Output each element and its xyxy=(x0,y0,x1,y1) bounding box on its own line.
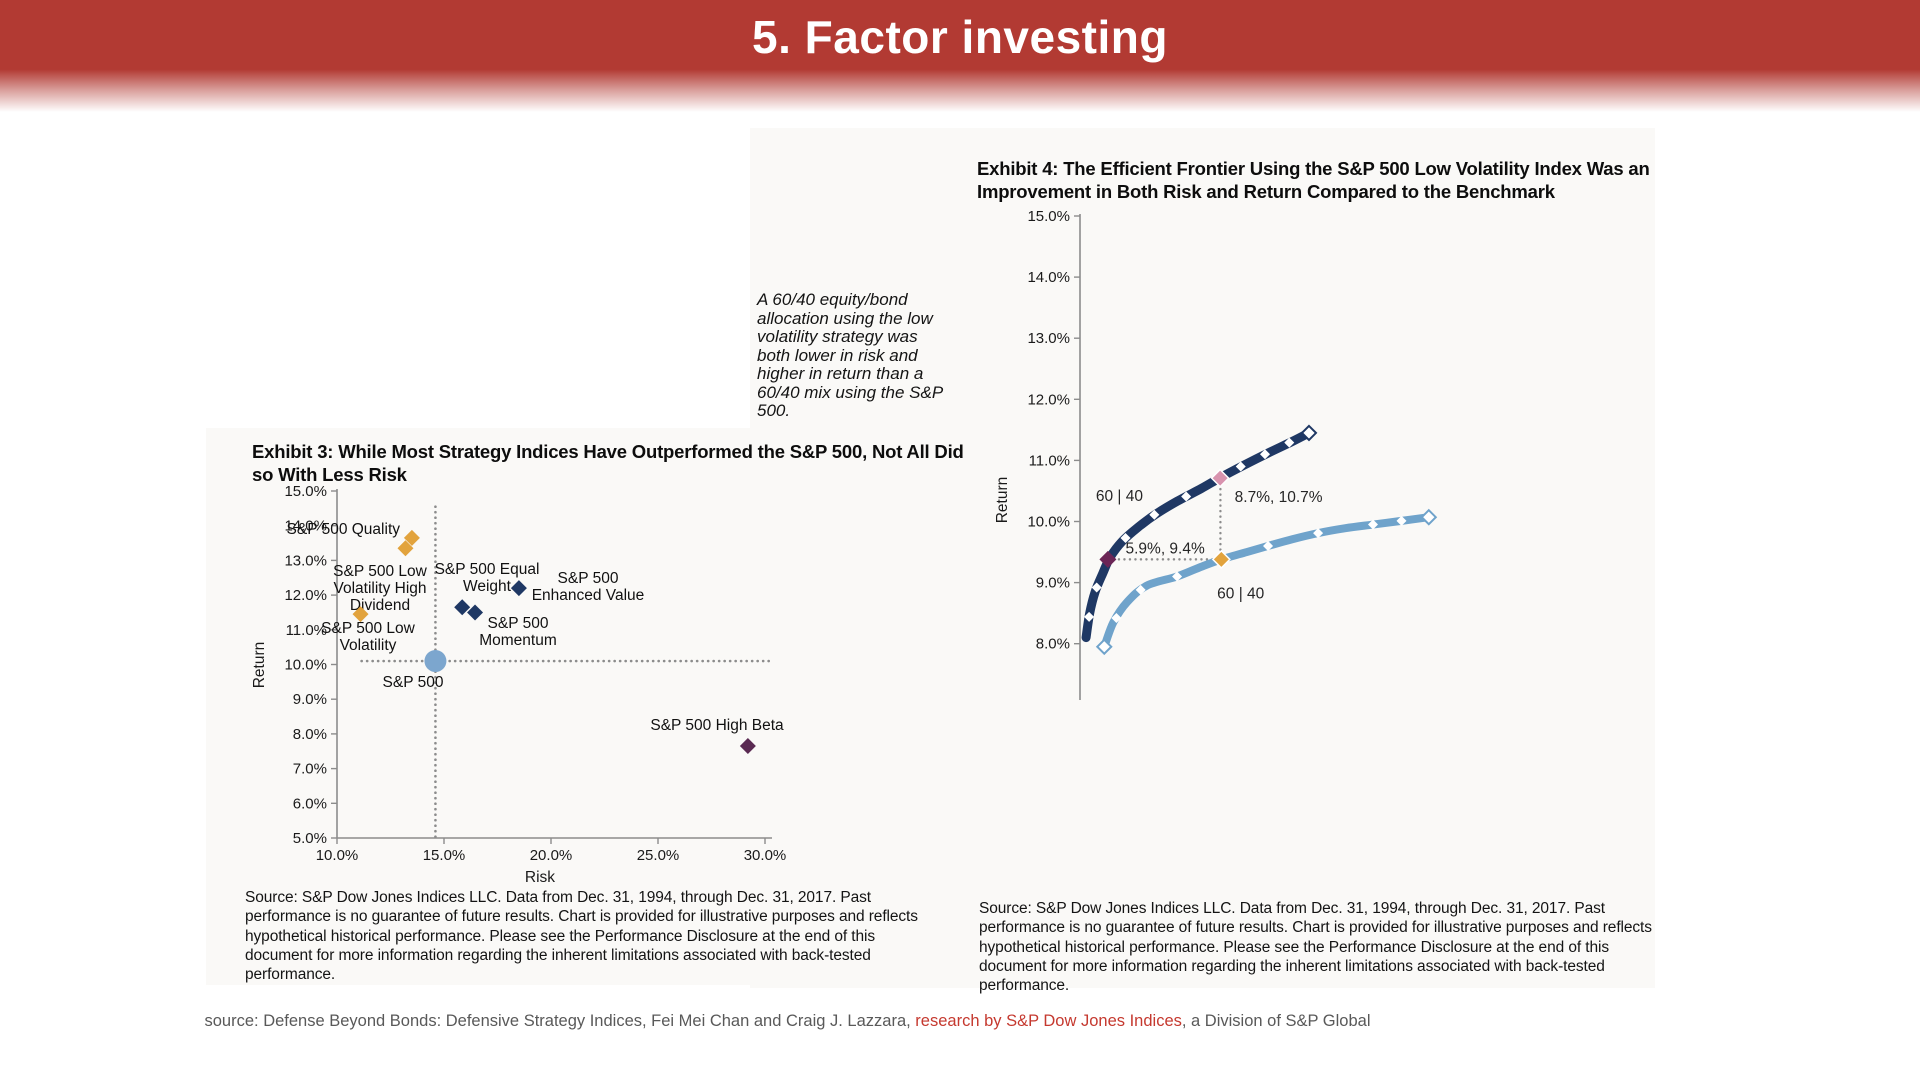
y-axis-title: Return xyxy=(994,477,1011,524)
chart-annotation: 8.7%, 10.7% xyxy=(1235,489,1323,506)
y-tick-label: 12.0% xyxy=(1027,391,1070,408)
curve-marker xyxy=(1149,509,1160,520)
y-tick-label: 13.0% xyxy=(284,552,327,569)
exhibit3-chart: 15.0% 14.0% 13.0% 12.0% 11.0% 10.0% 9.0% 8.0% 7.… xyxy=(251,485,787,886)
y-tick-label: 6.0% xyxy=(293,795,327,812)
attribution-line: source: Defense Beyond Bonds: Defensive … xyxy=(0,1012,1575,1031)
point-sp500-low-volatility-high-dividend xyxy=(397,540,414,557)
y-tick-label: 10.0% xyxy=(1027,514,1070,531)
point-sp500-high-beta xyxy=(739,738,756,755)
curve-marker xyxy=(1172,571,1183,582)
exhibit3-title: Exhibit 3: While Most Strategy Indices H… xyxy=(252,441,964,485)
y-tick-label: 12.0% xyxy=(284,587,327,604)
y-tick-label: 10.0% xyxy=(284,657,327,674)
same-return-lower-risk-point xyxy=(1099,550,1117,568)
y-tick-label: 13.0% xyxy=(1027,330,1070,347)
curve-endpoint-marker xyxy=(1420,508,1438,526)
y-tick-label: 15.0% xyxy=(284,485,327,500)
y-tick-label: 7.0% xyxy=(1036,697,1070,700)
curve-marker xyxy=(1181,491,1192,502)
point-sp500-momentum xyxy=(467,604,484,621)
point-label-sp500-momentum: S&P 500 xyxy=(488,615,549,632)
point-sp500-equal-weight xyxy=(454,599,471,616)
curve-marker xyxy=(1260,449,1271,460)
y-tick-label: 14.0% xyxy=(1027,269,1070,286)
title-banner: 5. Factor investing xyxy=(0,0,1920,112)
point-label-sp500: S&P 500 xyxy=(383,674,444,691)
point-label-sp500-low-volatility-high-dividend: S&P 500 Low xyxy=(333,563,427,580)
curve-marker xyxy=(1313,528,1324,539)
x-tick-label: 30.0% xyxy=(744,847,787,864)
y-tick-label: 8.0% xyxy=(293,726,327,743)
y-tick-label: 5.0% xyxy=(293,830,327,847)
curve-marker xyxy=(1235,461,1246,472)
point-label-sp500-enhanced-value: Enhanced Value xyxy=(532,587,645,604)
attribution-research-link: research by S&P Dow Jones Indices xyxy=(915,1012,1182,1030)
curve-marker xyxy=(1284,437,1295,448)
curve-marker xyxy=(1111,613,1122,624)
exhibit3-source: Source: S&P Dow Jones Indices LLC. Data … xyxy=(245,889,918,984)
curve-endpoint-marker xyxy=(1300,424,1318,442)
y-tick-label: 14.0% xyxy=(284,518,327,535)
curve-marker xyxy=(1396,515,1407,526)
curve-marker xyxy=(1091,582,1102,593)
y-tick-label: 7.0% xyxy=(293,761,327,778)
exhibit4-source: Source: S&P Dow Jones Indices LLC. Data … xyxy=(979,900,1652,995)
curve-marker xyxy=(1135,584,1146,595)
curve-marker xyxy=(1263,540,1274,551)
y-tick-label: 8.0% xyxy=(1036,636,1070,653)
same-risk-higher-return-point xyxy=(1210,468,1230,488)
attribution-text: source: Defense Beyond Bonds: Defensive … xyxy=(204,1012,916,1030)
x-tick-label: 25.0% xyxy=(637,847,680,864)
curve-endpoint-marker xyxy=(1095,638,1113,656)
curve-marker xyxy=(1120,532,1131,543)
point-label-sp500-equal-weight: S&P 500 Equal xyxy=(435,561,540,578)
y-tick-label: 9.0% xyxy=(1036,575,1070,592)
exhibit4-title: Exhibit 4: The Efficient Frontier Using … xyxy=(977,158,1650,202)
point-label-sp500-high-beta: S&P 500 High Beta xyxy=(650,717,784,734)
chart-annotation: 60 | 40 xyxy=(1096,488,1144,505)
point-label-sp500-equal-weight: Weight xyxy=(463,578,512,595)
attribution-suffix: , a Division of S&P Global xyxy=(1181,1012,1371,1030)
point-label-sp500-low-volatility: S&P 500 Low xyxy=(321,620,415,637)
x-tick-label: 15.0% xyxy=(423,847,466,864)
point-label-sp500-quality: S&P 500 Quality xyxy=(287,521,401,538)
point-label-sp500-low-volatility-high-dividend: Dividend xyxy=(350,597,410,614)
y-tick-label: 9.0% xyxy=(293,691,327,708)
sixty-forty-sp500-point xyxy=(1211,549,1231,569)
point-label-sp500-enhanced-value: S&P 500 xyxy=(558,570,619,587)
x-tick-label: 10.0% xyxy=(316,847,359,864)
point-label-sp500-low-volatility: Volatility xyxy=(340,637,397,654)
point-sp500-enhanced-value xyxy=(510,580,527,597)
chart-annotation: 5.9%, 9.4% xyxy=(1125,540,1204,557)
point-sp500 xyxy=(424,650,447,673)
chart-annotation: 60 | 40 xyxy=(1217,586,1265,603)
curve-marker xyxy=(1367,519,1378,530)
exhibit4-chart: 15.0% 14.0% 13.0% 12.0% 11.0% 10.0% 9.0% 8.0% 7.… xyxy=(994,208,1438,700)
y-tick-label: 11.0% xyxy=(1029,452,1070,469)
x-tick-label: 20.0% xyxy=(530,847,573,864)
point-label-sp500-low-volatility-high-dividend: Volatility High xyxy=(333,580,426,597)
exhibit4-panel xyxy=(750,128,1655,988)
point-sp500-quality xyxy=(403,529,420,546)
sidenote-text: A 60/40 equity/bond allocation using the… xyxy=(757,290,943,420)
y-tick-label: 15.0% xyxy=(1027,208,1070,225)
slide-title: 5. Factor investing xyxy=(752,11,1168,63)
frontier-curve-0 xyxy=(1100,513,1433,651)
curve-marker xyxy=(1084,611,1095,622)
x-axis-title: Risk xyxy=(525,869,555,886)
y-axis-title: Return xyxy=(251,642,268,689)
point-sp500-low-volatility xyxy=(352,606,369,623)
point-label-sp500-momentum: Momentum xyxy=(479,632,557,649)
y-tick-label: 11.0% xyxy=(286,622,327,639)
